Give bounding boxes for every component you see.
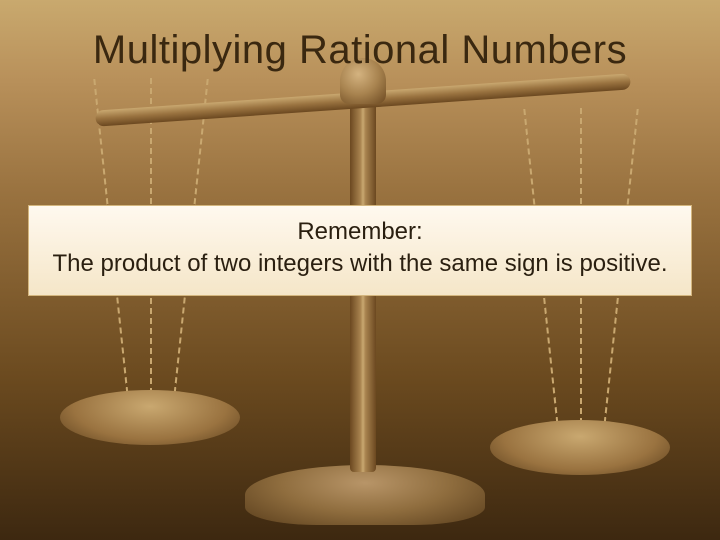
callout-heading: Remember: [47,216,673,248]
scale-pan-right [490,420,670,475]
callout-box: Remember: The product of two integers wi… [28,205,692,296]
scale-pan-left [60,390,240,445]
scale-base [245,465,485,525]
scale-beam [95,73,631,126]
slide-title: Multiplying Rational Numbers [0,28,720,73]
callout-body: The product of two integers with the sam… [47,248,673,280]
